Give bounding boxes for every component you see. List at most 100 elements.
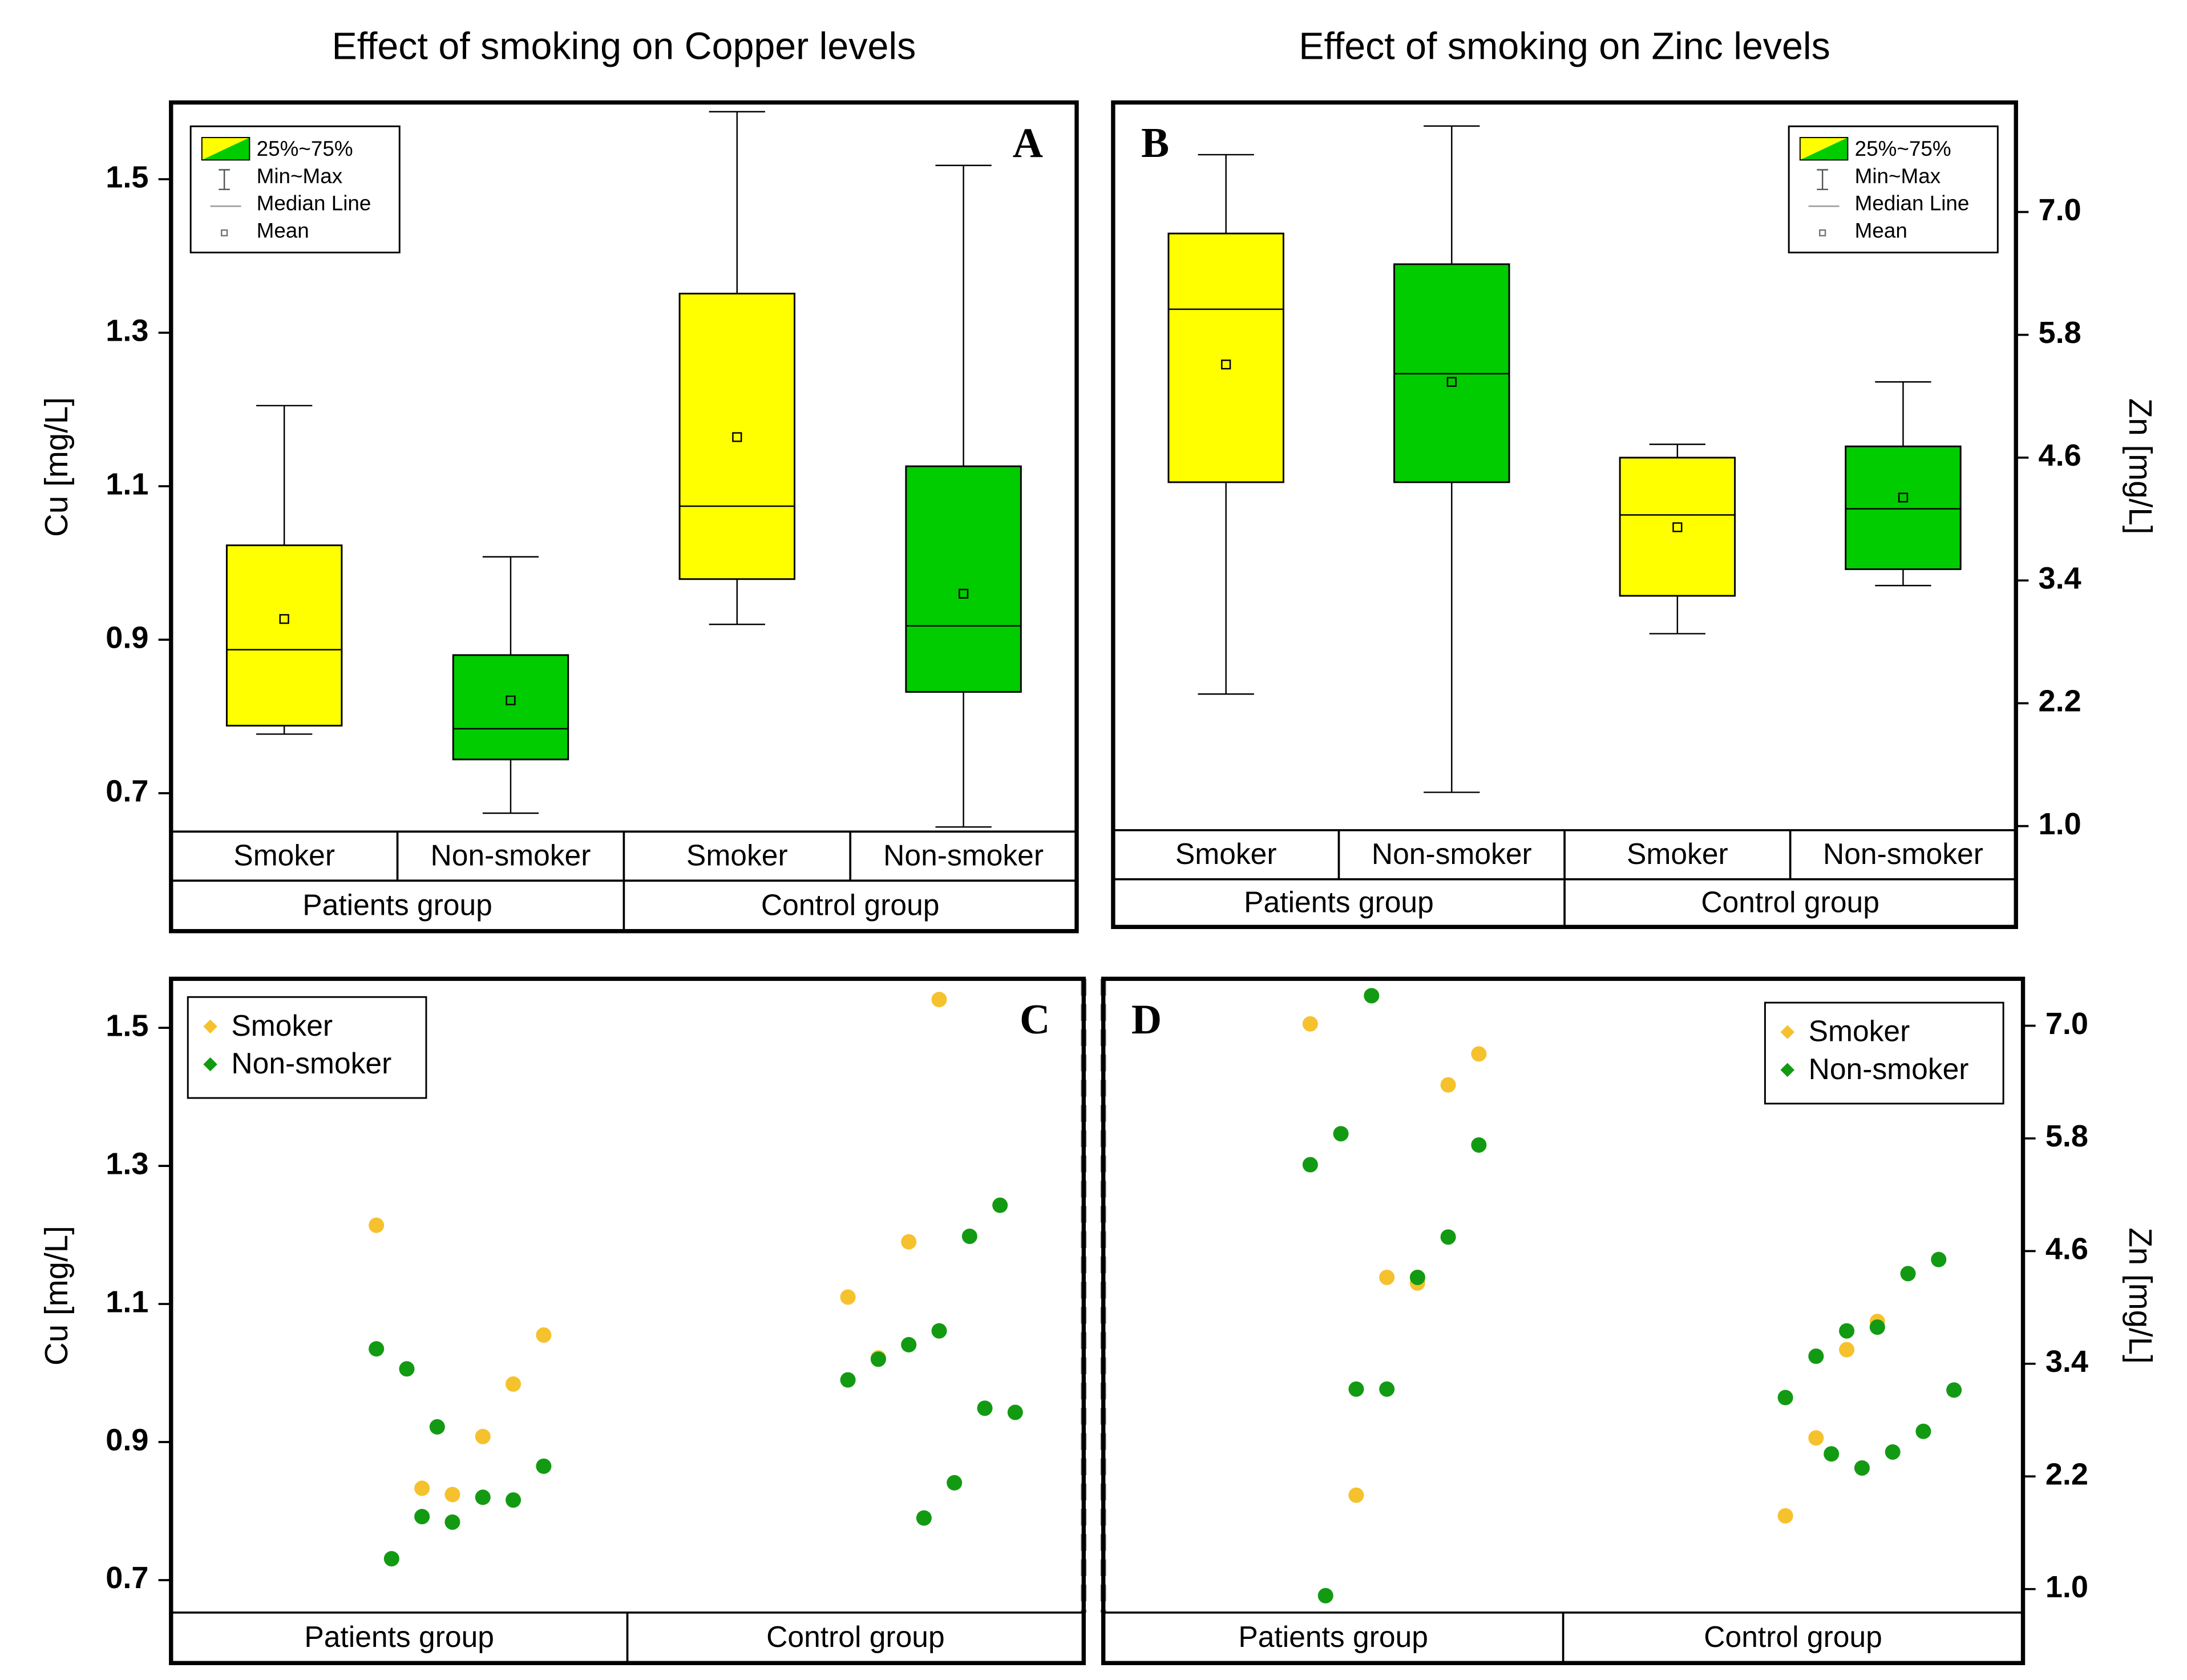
y-tick-label: 0.7 — [106, 1561, 148, 1595]
point — [1839, 1342, 1855, 1358]
mean-marker — [732, 432, 742, 442]
point — [1302, 1157, 1318, 1173]
point — [947, 1475, 963, 1491]
point — [1379, 1381, 1395, 1397]
legend-label: Median Line — [1855, 192, 1970, 215]
y-tick-label: 1.0 — [2039, 807, 2081, 841]
y-tick-label: 1.1 — [106, 1285, 148, 1319]
point — [444, 1514, 460, 1530]
legend-box — [187, 996, 427, 1099]
point — [1824, 1446, 1840, 1462]
category-label: Non-smoker — [431, 838, 591, 871]
y-axis-label: Cu [mg/L] — [38, 1226, 74, 1366]
box — [452, 654, 569, 761]
point — [414, 1509, 430, 1525]
point — [399, 1361, 415, 1377]
y-tick-label: 1.3 — [106, 313, 148, 348]
point — [1777, 1508, 1793, 1524]
point — [1777, 1390, 1793, 1406]
y-tick-label: 5.8 — [2039, 316, 2081, 350]
legend-label: Min~Max — [257, 164, 343, 188]
point — [916, 1510, 932, 1526]
legend-label: Mean — [257, 219, 309, 243]
legend-label: 25%~75% — [1855, 137, 1951, 160]
category-label: Non-smoker — [883, 838, 1044, 871]
category-label: Smoker — [686, 838, 788, 871]
point — [1885, 1444, 1901, 1460]
y-axis-label: Cu [mg/L] — [38, 397, 74, 537]
group-label: Patients group — [302, 889, 492, 922]
point — [931, 1323, 947, 1339]
legend-label: 25%~75% — [257, 137, 353, 160]
category-label: Smoker — [1175, 837, 1277, 870]
point — [1379, 1269, 1395, 1285]
point — [383, 1550, 399, 1566]
legend-label: Non-smoker — [231, 1047, 391, 1080]
mean-marker — [279, 614, 289, 624]
legend-mean — [1819, 229, 1826, 237]
panel-label: C — [1020, 996, 1050, 1043]
mean-marker — [1446, 377, 1457, 387]
box — [905, 465, 1022, 693]
point — [1333, 1126, 1349, 1142]
point — [1348, 1381, 1364, 1397]
y-tick-label: 1.5 — [106, 160, 148, 194]
point — [1915, 1423, 1931, 1439]
point — [475, 1489, 491, 1505]
point — [475, 1428, 491, 1444]
y-tick-label: 1.1 — [106, 467, 148, 501]
category-label: Non-smoker — [1372, 837, 1532, 870]
point — [931, 992, 947, 1008]
point — [1808, 1348, 1824, 1364]
y-axis-label: Zn [mg/L] — [2123, 1227, 2158, 1364]
y-axis-label: Zn [mg/L] — [2123, 398, 2158, 535]
mean-marker — [506, 695, 516, 705]
point — [1364, 988, 1380, 1004]
legend-label: Smoker — [1809, 1015, 1910, 1048]
point — [429, 1419, 445, 1435]
legend-label: Non-smoker — [1809, 1052, 1969, 1085]
legend-marker — [203, 1019, 217, 1034]
box — [1167, 232, 1284, 483]
y-tick-label: 2.2 — [2045, 1457, 2088, 1492]
category-label: Non-smoker — [1823, 837, 1983, 870]
point — [1471, 1046, 1487, 1062]
mean-marker — [959, 588, 969, 599]
legend-label: Mean — [1855, 219, 1907, 243]
group-label: Patients group — [1238, 1620, 1428, 1653]
y-tick-label: 1.3 — [106, 1146, 148, 1181]
y-tick-label: 1.5 — [106, 1008, 148, 1043]
panel-label: A — [1013, 119, 1043, 166]
box — [1619, 457, 1736, 597]
legend-label: Median Line — [257, 192, 371, 215]
legend-marker — [203, 1057, 217, 1072]
y-tick-label: 5.8 — [2045, 1119, 2088, 1153]
legend-marker — [1780, 1025, 1795, 1039]
y-tick-label: 2.2 — [2039, 684, 2081, 718]
group-label: Control group — [766, 1620, 945, 1653]
point — [536, 1327, 552, 1343]
point — [506, 1376, 522, 1392]
point — [901, 1336, 917, 1352]
point — [1007, 1404, 1023, 1420]
chart-title: Effect of smoking on Copper levels — [332, 26, 916, 68]
panel-label: D — [1131, 996, 1162, 1043]
point — [1854, 1460, 1870, 1476]
point — [536, 1458, 552, 1474]
legend-label: Smoker — [231, 1009, 333, 1042]
group-label: Patients group — [304, 1620, 494, 1653]
legend-swatch-border — [1799, 137, 1849, 161]
legend-swatch-border — [201, 137, 250, 161]
y-tick-label: 4.6 — [2045, 1232, 2088, 1266]
y-tick-label: 0.9 — [106, 1423, 148, 1457]
y-tick-label: 3.4 — [2039, 561, 2081, 595]
point — [1348, 1487, 1364, 1503]
point — [444, 1487, 460, 1503]
category-label: Smoker — [233, 838, 335, 871]
box — [1845, 445, 1962, 570]
group-label: Control group — [1701, 886, 1879, 919]
legend-whisker — [1817, 169, 1828, 191]
point — [840, 1289, 856, 1305]
